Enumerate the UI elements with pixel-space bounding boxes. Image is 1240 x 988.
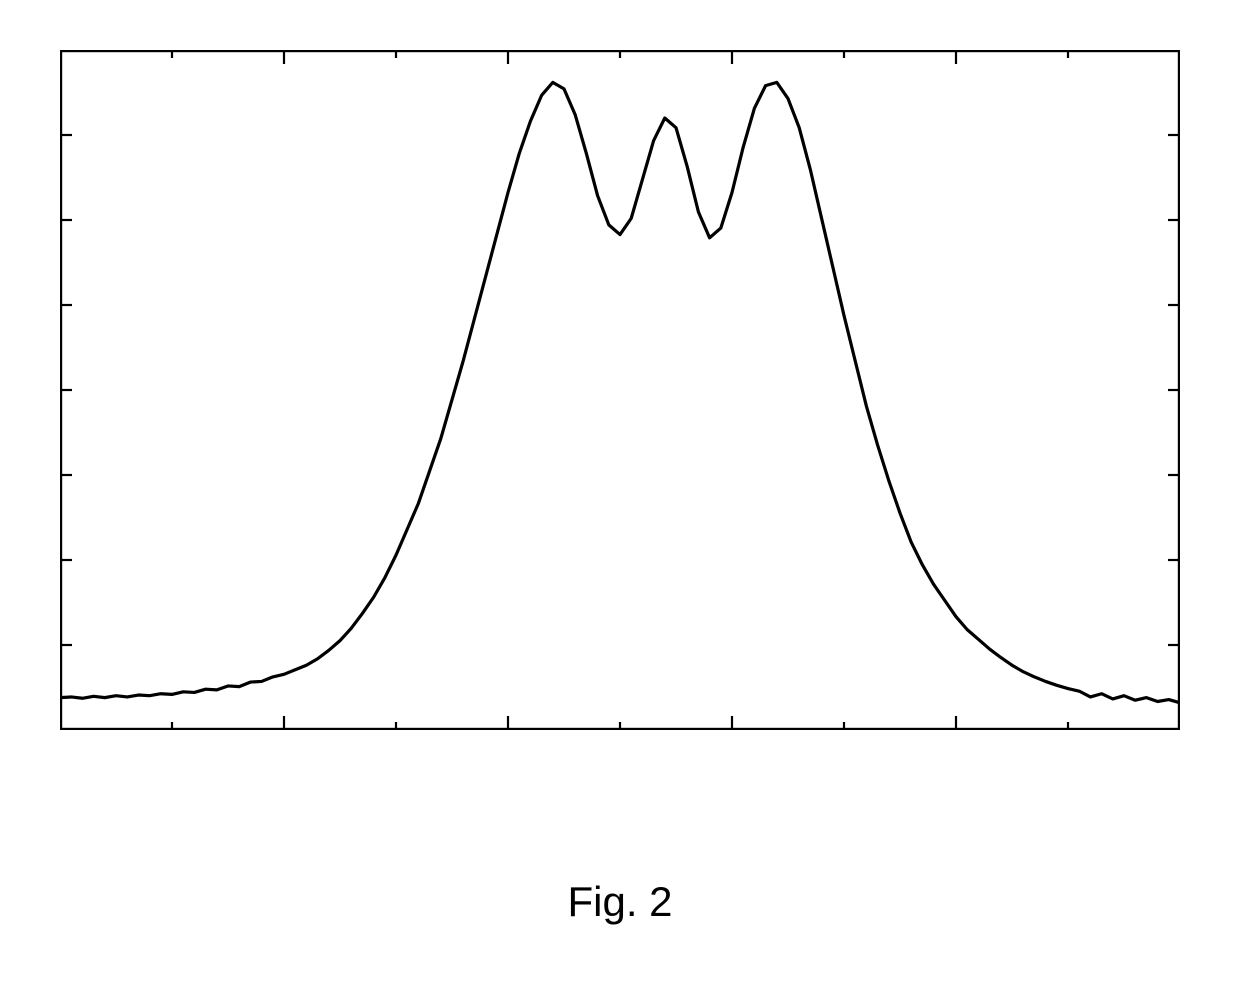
line-chart	[60, 50, 1180, 730]
figure-caption: Fig. 2	[0, 878, 1240, 926]
chart-area	[60, 50, 1180, 730]
